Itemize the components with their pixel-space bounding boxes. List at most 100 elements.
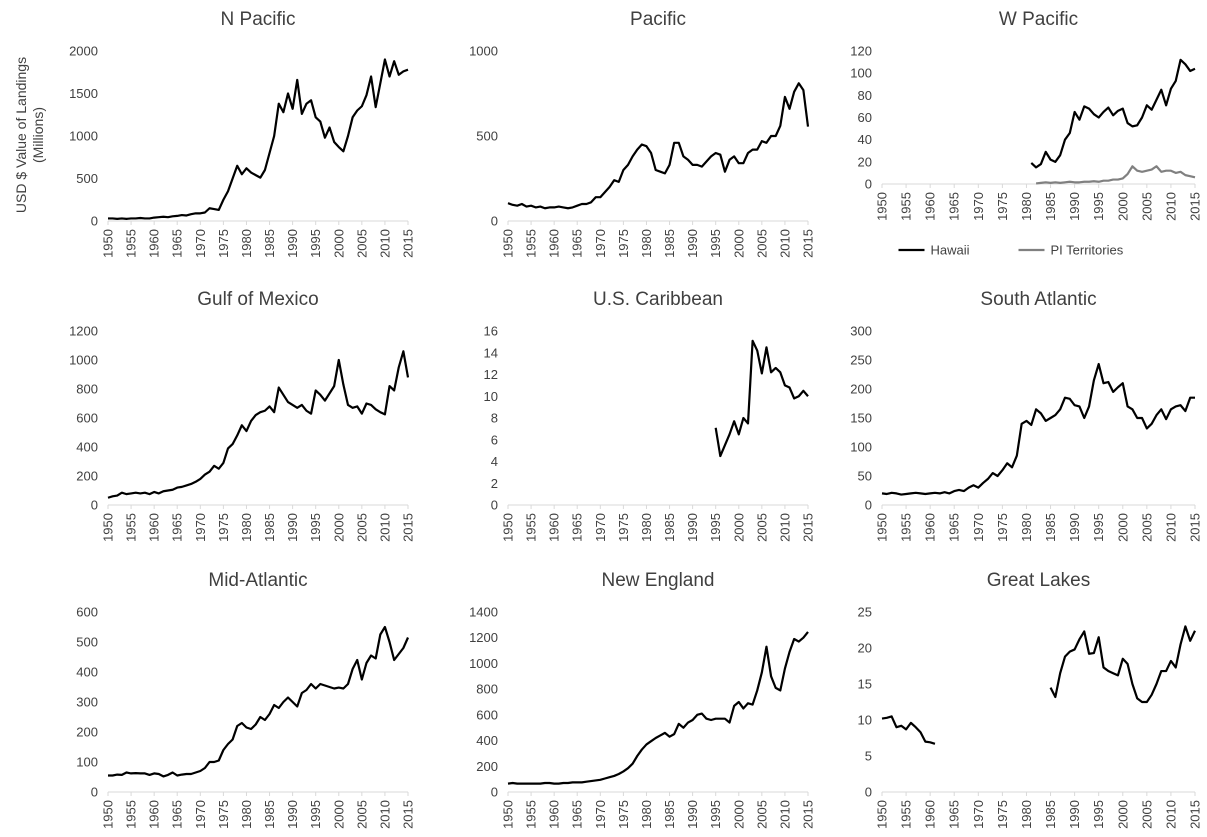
y-tick-label: 6 — [491, 432, 498, 447]
x-tick-label: 1980 — [639, 800, 654, 829]
y-tick-label: 60 — [858, 110, 872, 125]
y-tick-label: 0 — [91, 785, 98, 800]
x-tick-label: 1980 — [639, 513, 654, 542]
x-tick-label: 2000 — [1115, 800, 1130, 829]
x-tick-label: 2005 — [754, 513, 769, 542]
x-tick-label: 2015 — [801, 800, 816, 829]
data-line — [1030, 58, 1196, 169]
x-tick-label: 1990 — [285, 800, 300, 829]
y-tick-label: 1000 — [69, 353, 98, 368]
x-tick-label: 1965 — [947, 513, 962, 542]
x-tick-label: 1965 — [170, 513, 185, 542]
y-tick-label: 2 — [491, 476, 498, 491]
x-tick-label: 2005 — [354, 513, 369, 542]
y-tick-label: 300 — [76, 695, 98, 710]
x-tick-label: 1990 — [1067, 192, 1082, 221]
y-tick-label: 200 — [76, 469, 98, 484]
y-tick-label: 10 — [484, 389, 498, 404]
y-tick-label: 0 — [865, 785, 872, 800]
x-tick-label: 2005 — [354, 229, 369, 258]
y-tick-label: 400 — [476, 733, 498, 748]
x-tick-label: 1985 — [262, 800, 277, 829]
x-tick-label: 1965 — [570, 229, 585, 258]
y-tick-label: 100 — [850, 66, 872, 81]
x-tick-label: 2005 — [754, 800, 769, 829]
chart-title: Great Lakes — [987, 570, 1091, 591]
x-tick-label: 1995 — [308, 800, 323, 829]
y-tick-label: 1500 — [69, 86, 98, 101]
y-tick-label: 1000 — [469, 656, 498, 671]
x-tick-label: 1995 — [1091, 800, 1106, 829]
x-tick-label: 1980 — [1019, 513, 1034, 542]
x-tick-label: 2010 — [377, 513, 392, 542]
x-tick-label: 1955 — [124, 229, 139, 258]
x-tick-label: 2000 — [331, 229, 346, 258]
x-tick-label: 1990 — [285, 229, 300, 258]
x-tick-label: 1965 — [947, 800, 962, 829]
y-tick-label: 600 — [76, 411, 98, 426]
y-tick-label: 16 — [484, 324, 498, 339]
x-tick-label: 1990 — [685, 229, 700, 258]
data-line — [507, 631, 809, 785]
x-tick-label: 1990 — [685, 800, 700, 829]
data-line — [108, 58, 409, 220]
data-line — [881, 362, 1195, 496]
x-tick-label: 1950 — [875, 513, 890, 542]
x-tick-label: 1950 — [875, 192, 890, 221]
x-tick-label: 1955 — [524, 229, 539, 258]
x-tick-label: 1955 — [899, 513, 914, 542]
y-tick-label: 1000 — [69, 129, 98, 144]
x-tick-label: 1970 — [593, 513, 608, 542]
x-tick-label: 1985 — [662, 513, 677, 542]
x-tick-label: 1960 — [923, 513, 938, 542]
x-tick-label: 1955 — [899, 192, 914, 221]
y-tick-label: 600 — [476, 707, 498, 722]
x-tick-label: 1985 — [1043, 800, 1058, 829]
x-tick-label: 2010 — [777, 800, 792, 829]
x-tick-label: 1990 — [1067, 800, 1082, 829]
chart-title: Mid-Atlantic — [208, 570, 307, 591]
x-tick-label: 1975 — [616, 229, 631, 258]
x-tick-label: 1960 — [147, 229, 162, 258]
x-tick-label: 1995 — [708, 513, 723, 542]
y-tick-label: 0 — [865, 177, 872, 192]
x-tick-label: 2010 — [377, 229, 392, 258]
x-tick-label: 1970 — [593, 800, 608, 829]
x-tick-label: 1950 — [875, 800, 890, 829]
y-tick-label: 12 — [484, 367, 498, 382]
x-tick-label: 1960 — [147, 800, 162, 829]
y-tick-label: 1000 — [469, 44, 498, 59]
y-tick-label: 80 — [858, 88, 872, 103]
legend-label: Hawaii — [931, 243, 970, 258]
y-tick-label: 120 — [850, 44, 872, 59]
x-tick-label: 1960 — [547, 800, 562, 829]
x-tick-label: 1980 — [639, 229, 654, 258]
y-tick-label: 400 — [76, 440, 98, 455]
chart-title: Pacific — [630, 9, 686, 30]
x-tick-label: 1955 — [124, 513, 139, 542]
x-tick-label: 1995 — [708, 229, 723, 258]
x-tick-label: 1965 — [947, 192, 962, 221]
x-tick-label: 1980 — [239, 513, 254, 542]
y-tick-label: 200 — [850, 382, 872, 397]
y-tick-label: 0 — [491, 214, 498, 229]
y-tick-label: 0 — [91, 498, 98, 513]
x-tick-label: 1970 — [593, 229, 608, 258]
x-tick-label: 1995 — [708, 800, 723, 829]
y-tick-label: 400 — [76, 665, 98, 680]
y-tick-label: 0 — [491, 498, 498, 513]
y-tick-label: 800 — [76, 382, 98, 397]
y-axis-label: USD $ Value of Landings (Millions) — [13, 56, 46, 214]
x-tick-label: 1950 — [101, 513, 116, 542]
x-tick-label: 1970 — [193, 229, 208, 258]
y-tick-label: 10 — [858, 713, 872, 728]
x-tick-label: 2015 — [801, 513, 816, 542]
y-tick-label: 500 — [476, 129, 498, 144]
x-tick-label: 1960 — [547, 229, 562, 258]
x-tick-label: 1980 — [1019, 192, 1034, 221]
x-tick-label: 1985 — [262, 513, 277, 542]
x-tick-label: 2015 — [1188, 192, 1203, 221]
x-tick-label: 1955 — [124, 800, 139, 829]
x-tick-label: 2015 — [1188, 800, 1203, 829]
